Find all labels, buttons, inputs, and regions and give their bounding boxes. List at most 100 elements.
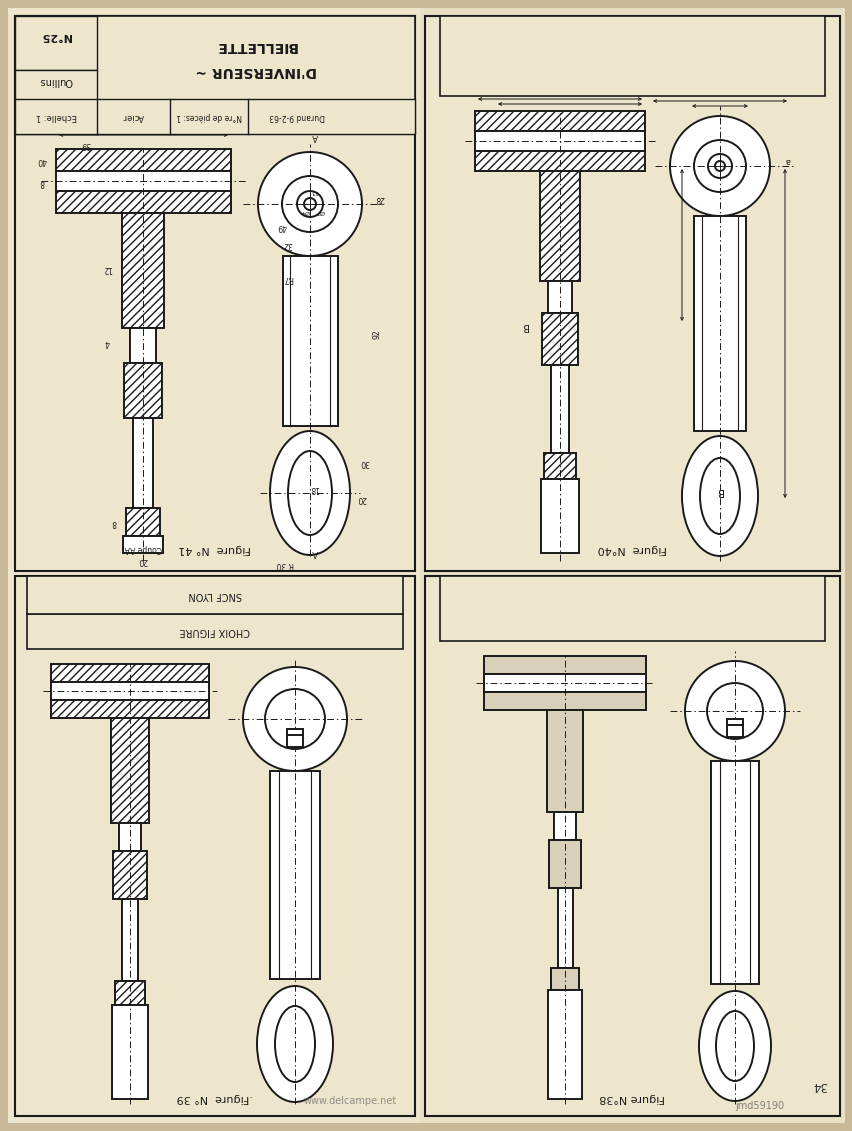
Text: 8: 8 bbox=[112, 518, 116, 527]
Ellipse shape bbox=[256, 986, 332, 1102]
Bar bbox=[483, 674, 645, 692]
Circle shape bbox=[707, 154, 731, 178]
Text: 32: 32 bbox=[283, 240, 292, 249]
Bar bbox=[51, 700, 209, 718]
Ellipse shape bbox=[715, 1011, 753, 1081]
Bar bbox=[440, 576, 824, 641]
Ellipse shape bbox=[698, 991, 770, 1100]
Text: a: a bbox=[785, 155, 790, 164]
Text: 12: 12 bbox=[102, 264, 112, 273]
Circle shape bbox=[684, 661, 784, 761]
Text: 30: 30 bbox=[360, 458, 370, 467]
Bar bbox=[15, 576, 415, 1116]
Bar bbox=[133, 418, 153, 508]
Bar bbox=[547, 280, 572, 313]
Text: R 30: R 30 bbox=[276, 561, 293, 570]
Bar bbox=[56, 171, 231, 191]
Bar bbox=[550, 968, 579, 990]
Ellipse shape bbox=[288, 451, 331, 535]
Bar bbox=[711, 761, 758, 984]
Circle shape bbox=[265, 689, 325, 749]
Bar bbox=[549, 840, 580, 888]
Bar bbox=[97, 16, 415, 133]
Bar bbox=[122, 213, 164, 328]
Bar bbox=[123, 536, 163, 553]
Text: Ø7: Ø7 bbox=[315, 209, 324, 215]
Bar bbox=[112, 1005, 148, 1099]
Circle shape bbox=[694, 140, 746, 192]
Ellipse shape bbox=[682, 435, 757, 556]
Bar bbox=[15, 16, 97, 70]
Text: Figure  N°40: Figure N°40 bbox=[596, 544, 666, 554]
Text: 39: 39 bbox=[81, 139, 91, 148]
Bar bbox=[424, 16, 839, 571]
Bar bbox=[539, 171, 579, 280]
Text: A: A bbox=[312, 549, 318, 558]
Circle shape bbox=[282, 176, 337, 232]
Bar bbox=[541, 313, 578, 365]
Circle shape bbox=[706, 683, 762, 739]
Text: jmd59190: jmd59190 bbox=[734, 1100, 784, 1111]
Text: 18: 18 bbox=[309, 483, 319, 492]
Bar bbox=[483, 656, 645, 674]
Bar bbox=[56, 149, 231, 171]
Bar bbox=[15, 70, 97, 133]
Bar bbox=[56, 191, 231, 213]
Bar bbox=[126, 508, 160, 536]
Ellipse shape bbox=[270, 431, 349, 555]
Bar bbox=[440, 16, 824, 96]
Bar bbox=[540, 480, 579, 553]
Bar bbox=[130, 328, 156, 363]
Text: B: B bbox=[716, 486, 722, 497]
Circle shape bbox=[714, 161, 724, 171]
Bar bbox=[546, 710, 582, 812]
Bar bbox=[475, 111, 644, 131]
Bar bbox=[424, 576, 839, 1116]
Text: A: A bbox=[312, 131, 318, 140]
Bar bbox=[51, 682, 209, 700]
Text: 20: 20 bbox=[138, 556, 147, 566]
Bar bbox=[119, 823, 141, 851]
Text: 49: 49 bbox=[277, 223, 286, 232]
Text: Ø4: Ø4 bbox=[300, 209, 309, 215]
Text: 4: 4 bbox=[105, 338, 109, 347]
Ellipse shape bbox=[274, 1005, 314, 1082]
Bar bbox=[111, 718, 149, 823]
Bar bbox=[419, 8, 844, 1123]
Text: CHOIX FIGURE: CHOIX FIGURE bbox=[180, 625, 250, 636]
Text: B: B bbox=[521, 321, 527, 331]
Bar bbox=[286, 729, 302, 746]
Bar bbox=[15, 16, 415, 133]
Text: 8: 8 bbox=[39, 178, 44, 187]
Text: Oullins: Oullins bbox=[39, 76, 72, 86]
Bar bbox=[115, 981, 145, 1005]
Text: BIELLETTE: BIELLETTE bbox=[215, 38, 296, 53]
Bar bbox=[270, 771, 320, 979]
Bar bbox=[15, 16, 415, 571]
Bar bbox=[557, 888, 573, 968]
Text: Durand 9-2-63: Durand 9-2-63 bbox=[269, 112, 325, 121]
Text: 20: 20 bbox=[357, 493, 366, 502]
Bar bbox=[475, 131, 644, 152]
Text: Figure N°38: Figure N°38 bbox=[598, 1093, 664, 1103]
Text: Echelle: 1: Echelle: 1 bbox=[36, 112, 77, 121]
Bar bbox=[283, 256, 337, 426]
Text: 13: 13 bbox=[309, 190, 318, 195]
Bar bbox=[15, 100, 415, 133]
Bar bbox=[550, 365, 568, 454]
Text: Acier: Acier bbox=[122, 112, 143, 121]
Bar bbox=[694, 216, 746, 431]
Text: 92: 92 bbox=[372, 329, 381, 339]
Bar bbox=[15, 16, 97, 133]
Bar bbox=[122, 899, 138, 981]
Text: Figure  N° 41: Figure N° 41 bbox=[178, 544, 251, 554]
Text: 28: 28 bbox=[375, 193, 384, 202]
Bar bbox=[544, 454, 575, 480]
Bar bbox=[483, 692, 645, 710]
Circle shape bbox=[243, 667, 347, 771]
Bar bbox=[475, 152, 644, 171]
Circle shape bbox=[296, 191, 323, 217]
Bar bbox=[124, 363, 162, 418]
Text: R7: R7 bbox=[283, 275, 293, 284]
Bar bbox=[27, 576, 402, 614]
